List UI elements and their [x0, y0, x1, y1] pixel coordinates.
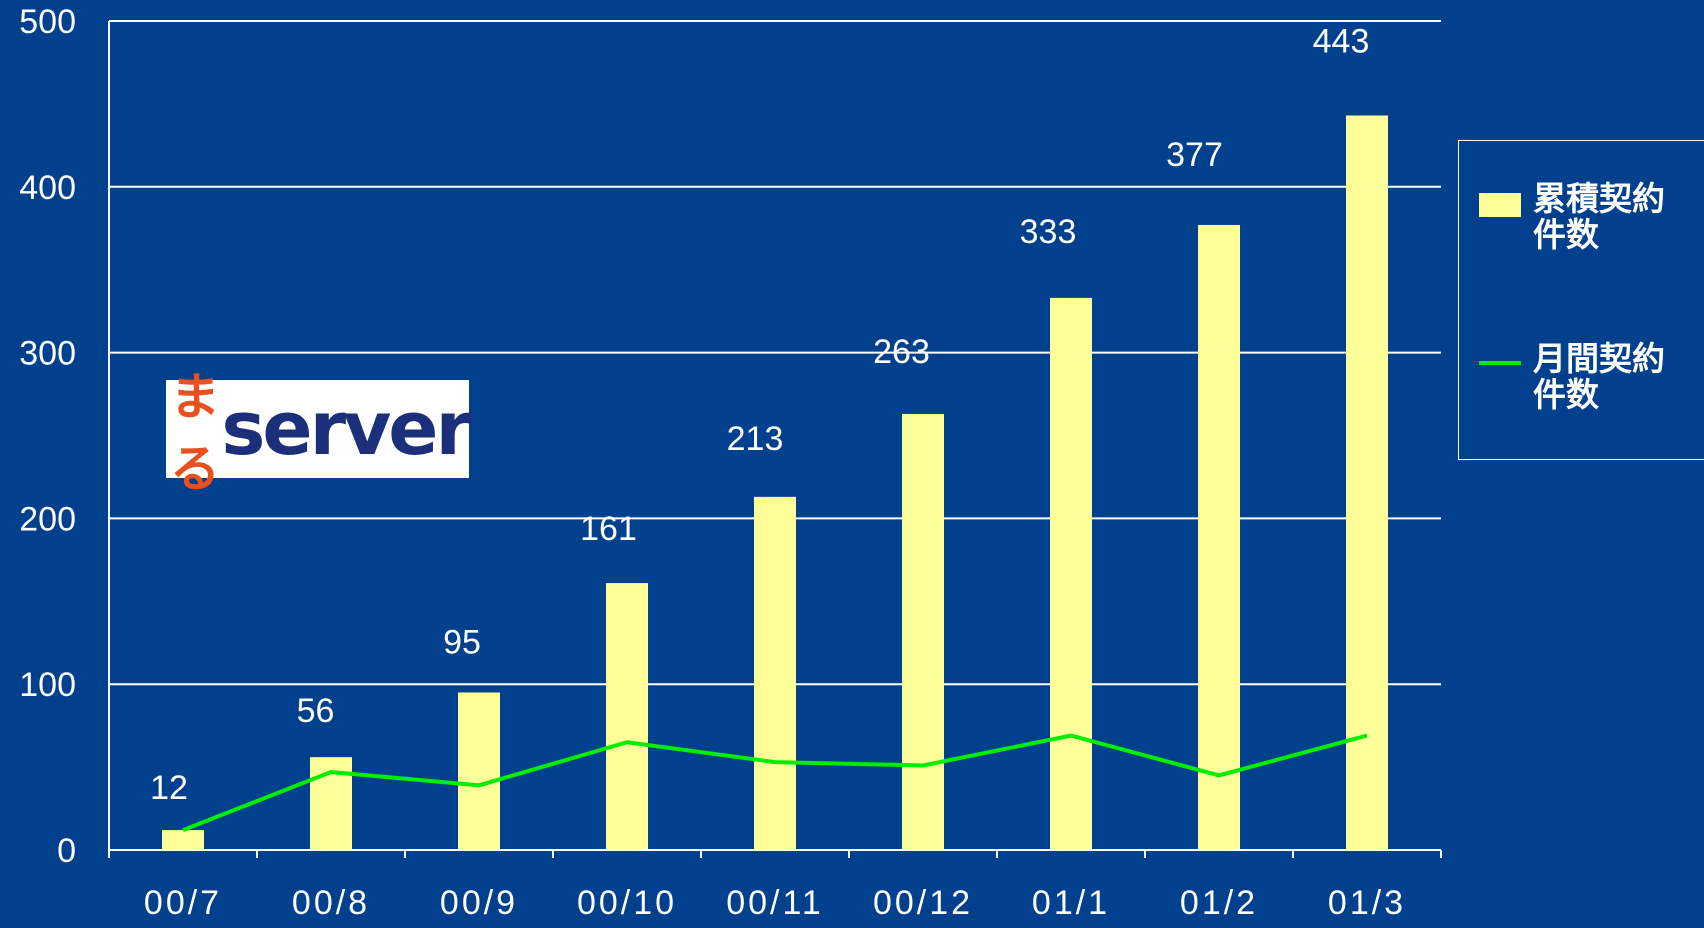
- x-tick-label: 00/12: [873, 884, 973, 922]
- legend-swatch: [1479, 193, 1521, 217]
- y-tick-label: 300: [19, 335, 76, 373]
- bar: [1050, 297, 1092, 850]
- y-tick-label: 0: [57, 832, 76, 870]
- x-tick-label: 00/7: [144, 884, 222, 922]
- data-label: 333: [1020, 213, 1077, 251]
- x-tick-label: 00/9: [440, 884, 518, 922]
- legend-label: 累積契約件数: [1533, 179, 1665, 254]
- bar: [1198, 224, 1240, 850]
- x-tick-label: 01/2: [1180, 884, 1258, 922]
- line: [182, 733, 1368, 832]
- y-tick-label: 500: [19, 3, 76, 41]
- bar: [458, 692, 500, 850]
- bar: [754, 496, 796, 850]
- x-tick-label: 00/8: [292, 884, 370, 922]
- logo-mark: まる: [170, 368, 220, 498]
- logo: まる server: [166, 368, 472, 498]
- data-label: 56: [297, 692, 335, 730]
- bar: [1346, 115, 1388, 851]
- data-label: 161: [580, 510, 637, 548]
- data-label: 213: [727, 420, 784, 458]
- x-tick-label: 00/11: [726, 884, 824, 922]
- data-label: 443: [1313, 22, 1370, 60]
- legend-swatch: [1479, 361, 1521, 365]
- bar: [606, 583, 648, 850]
- data-label: 377: [1166, 136, 1223, 174]
- legend-label: 月間契約件数: [1533, 339, 1665, 414]
- x-tick-label: 01/1: [1032, 884, 1110, 922]
- y-tick-label: 200: [19, 500, 76, 538]
- y-tick-label: 400: [19, 169, 76, 207]
- x-tick-label: 01/3: [1328, 884, 1406, 922]
- legend-item: 累積契約件数: [1479, 181, 1683, 253]
- bar: [902, 413, 944, 850]
- x-tick-label: 00/10: [577, 884, 677, 922]
- data-label: 12: [150, 769, 188, 807]
- data-label: 95: [443, 623, 481, 661]
- legend: 累積契約件数 月間契約件数: [1458, 140, 1704, 460]
- legend-item: 月間契約件数: [1479, 341, 1683, 413]
- data-label: 263: [873, 333, 930, 371]
- bar: [162, 830, 204, 850]
- logo-text: server: [221, 386, 472, 472]
- y-tick-label: 100: [19, 666, 76, 704]
